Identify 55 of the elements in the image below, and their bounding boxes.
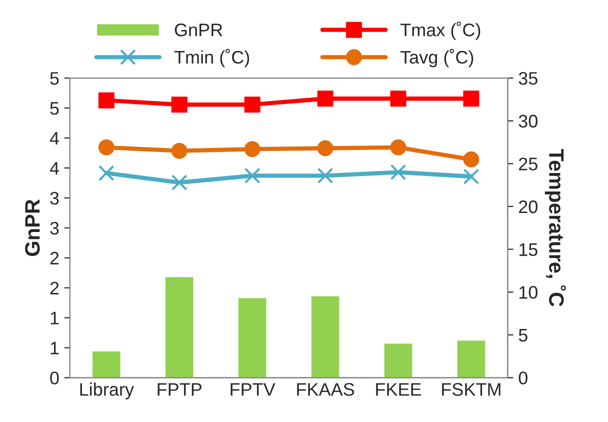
y2-tick-label: 0 (518, 372, 528, 384)
point (171, 174, 188, 190)
point (98, 165, 114, 182)
y-tick-label: 0 (50, 372, 59, 384)
y2-tick-label: 30 (518, 114, 538, 128)
y2-tick-label: 10 (519, 286, 538, 299)
legend-label: GnPR (174, 24, 222, 36)
y2-tick-label: 35 (518, 72, 538, 85)
y-tick-label: 1 (50, 342, 59, 354)
bar (456, 339, 486, 378)
y-tick-label: 2 (50, 252, 59, 264)
point (244, 141, 260, 158)
bar (91, 350, 122, 378)
x-tick-label: FSKTM (442, 383, 500, 396)
y-axis-title: GnPR (25, 199, 40, 256)
point (244, 96, 260, 113)
point (244, 168, 260, 184)
legend-label: Tmax (˚C) (400, 22, 480, 40)
point (390, 139, 406, 156)
y2-tick-label: 25 (519, 158, 538, 170)
point (390, 164, 406, 180)
point (463, 168, 480, 185)
y-tick-label: 5 (50, 102, 59, 115)
point (463, 151, 480, 168)
bar (164, 276, 195, 378)
y2-tick-label: 20 (519, 200, 538, 214)
point (98, 139, 114, 156)
point (317, 90, 334, 107)
y2-axis-title: Temperature, ˚C (544, 149, 566, 306)
bar (237, 296, 268, 378)
x-tick-label: FPTV (230, 383, 276, 396)
x-tick-label: Library (80, 382, 134, 400)
y2-tick-label: 5 (518, 329, 528, 342)
point (171, 96, 188, 113)
y-tick-label: 5 (50, 72, 59, 85)
y2-tick-label: 15 (519, 243, 538, 256)
point (171, 142, 188, 159)
y-tick-label: 4 (50, 132, 59, 145)
legend-label: Tavg (˚C) (400, 48, 474, 68)
legend-label: Tmin (˚C) (174, 48, 250, 68)
point (463, 90, 480, 107)
point (390, 90, 406, 107)
bar (382, 342, 414, 378)
point (317, 140, 334, 156)
x-tick-label: FKAAS (297, 383, 354, 396)
y-tick-label: 1 (50, 312, 59, 324)
y-tick-label: 3 (50, 222, 59, 235)
y-tick-label: 3 (50, 192, 59, 205)
x-tick-label: FPTP (158, 383, 202, 396)
point (317, 168, 334, 184)
y-tick-label: 2 (50, 282, 59, 294)
x-tick-label: FKEE (376, 383, 422, 396)
point (98, 92, 114, 108)
y-tick-label: 4 (50, 162, 59, 174)
bar (310, 294, 341, 378)
